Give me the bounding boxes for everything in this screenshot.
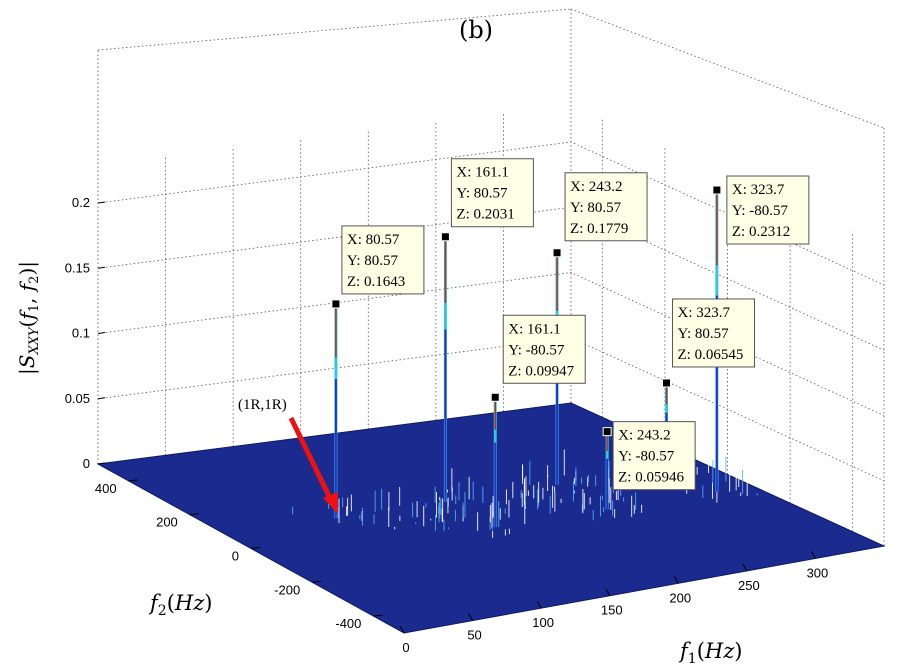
z-gridline-4 bbox=[97, 141, 885, 286]
datatip-line: X: 161.1 bbox=[508, 321, 561, 337]
annotation-arrowhead bbox=[323, 492, 338, 514]
peak-marker-4[interactable] bbox=[662, 378, 672, 388]
datatips: X: 80.57 Y: 80.57 Z: 0.1643 X: 161.1 Y: 80.5… bbox=[341, 158, 810, 491]
datatip-3: X: 323.7 Y: -80.57 Z: 0.2312 bbox=[726, 175, 810, 245]
datatip-line: X: 243.2 bbox=[570, 179, 623, 195]
annotation-arrow bbox=[288, 416, 333, 500]
z-tick-mark-3 bbox=[97, 266, 106, 269]
peak-marker-6[interactable] bbox=[602, 427, 612, 437]
y-tick-label-4: -400 bbox=[335, 616, 361, 631]
x-tick-mark-5 bbox=[742, 563, 748, 572]
z-tick-label-1: 0.05 bbox=[65, 391, 90, 406]
datatip-line: X: 323.7 bbox=[732, 182, 785, 198]
x-tick-label-2: 100 bbox=[532, 615, 554, 630]
datatip-1: X: 161.1 Y: 80.57 Z: 0.2031 bbox=[450, 158, 534, 228]
peak-marker-5[interactable] bbox=[490, 392, 500, 402]
x-tick-label-0: 0 bbox=[402, 640, 409, 655]
y-axis-ticks: 400 200 0 -200 -400 bbox=[95, 479, 383, 631]
datatip-5: X: 161.1 Y: -80.57 Z: 0.09947 bbox=[502, 314, 586, 384]
datatip-line: X: 243.2 bbox=[618, 428, 671, 444]
x-tick-mark-1 bbox=[468, 613, 474, 621]
panel-title: (b) bbox=[459, 16, 493, 44]
datatip-6: X: 243.2 Y: -80.57 Z: 0.05946 bbox=[612, 421, 696, 491]
peak-marker-2[interactable] bbox=[552, 248, 562, 258]
z-axis-ticks: 0 0.05 0.1 0.15 0.2 bbox=[65, 195, 106, 471]
datatip-line: Z: 0.05946 bbox=[618, 470, 684, 486]
surface-floor bbox=[96, 402, 886, 634]
datatip-line: X: 323.7 bbox=[678, 305, 731, 321]
y-tick-mark-2 bbox=[250, 547, 261, 549]
z-tick-mark-1 bbox=[97, 397, 106, 400]
grid-back-top bbox=[97, 8, 572, 51]
datatip-line: X: 80.57 bbox=[347, 232, 400, 248]
datatip-line: Y: 80.57 bbox=[456, 186, 508, 202]
datatip-line: Z: 0.2312 bbox=[732, 224, 790, 240]
x-tick-label-4: 200 bbox=[669, 590, 691, 605]
x-tick-label-3: 150 bbox=[601, 603, 623, 618]
datatip-line: Z: 0.09947 bbox=[508, 363, 574, 379]
y-tick-mark-4 bbox=[373, 614, 383, 617]
z-tick-label-4: 0.2 bbox=[72, 195, 90, 210]
datatip-box bbox=[564, 172, 648, 242]
y-tick-mark-3 bbox=[312, 580, 322, 583]
x-axis-label: f1(Hz) bbox=[678, 639, 743, 667]
datatip-0: X: 80.57 Y: 80.57 Z: 0.1643 bbox=[341, 225, 425, 295]
datatip-line: Y: 80.57 bbox=[678, 326, 730, 342]
x-tick-mark-6 bbox=[810, 551, 816, 559]
datatip-4: X: 323.7 Y: 80.57 Z: 0.06545 bbox=[672, 298, 756, 368]
z-tick-label-3: 0.15 bbox=[65, 260, 90, 275]
z-tick-mark-2 bbox=[97, 332, 106, 334]
datatip-line: Y: -80.57 bbox=[732, 203, 789, 219]
datatip-box bbox=[612, 421, 696, 491]
z-tick-mark-0 bbox=[97, 462, 106, 465]
peak-marker-0[interactable] bbox=[331, 299, 341, 309]
z-tick-mark-4 bbox=[97, 201, 106, 204]
annotation-label: (1R,1R) bbox=[238, 397, 287, 413]
x-tick-mark-3 bbox=[605, 588, 611, 596]
grid-right-top bbox=[570, 8, 885, 129]
y-tick-label-0: 400 bbox=[95, 481, 117, 496]
x-axis-ticks: 0 50 100 150 200 250 300 bbox=[399, 551, 829, 655]
datatip-box bbox=[502, 314, 586, 384]
z-tick-label-2: 0.1 bbox=[72, 326, 90, 341]
datatip-line: Y: -80.57 bbox=[618, 449, 675, 465]
z-axis-label: |SXXY(f1, f2)| bbox=[15, 261, 42, 375]
datatip-line: X: 161.1 bbox=[456, 165, 509, 181]
x-tick-mark-0 bbox=[399, 625, 405, 634]
y-tick-label-1: 200 bbox=[156, 515, 178, 530]
y-tick-mark-1 bbox=[189, 513, 199, 516]
x-tick-label-5: 250 bbox=[738, 578, 760, 593]
datatip-box bbox=[341, 225, 425, 295]
datatip-line: Z: 0.1779 bbox=[570, 221, 628, 237]
datatip-line: Y: -80.57 bbox=[508, 342, 565, 358]
x-tick-mark-4 bbox=[673, 576, 679, 584]
x-tick-label-1: 50 bbox=[467, 628, 481, 643]
y-tick-label-2: 0 bbox=[232, 549, 239, 564]
datatip-line: Y: 80.57 bbox=[347, 253, 399, 269]
datatip-line: Z: 0.06545 bbox=[678, 347, 744, 363]
datatip-2: X: 243.2 Y: 80.57 Z: 0.1779 bbox=[564, 172, 648, 242]
datatip-line: Z: 0.1643 bbox=[347, 274, 405, 290]
peaks bbox=[331, 185, 722, 528]
datatip-line: Y: 80.57 bbox=[570, 200, 622, 216]
z-gridline-2 bbox=[97, 272, 885, 416]
datatip-box bbox=[672, 298, 756, 368]
x-tick-label-6: 300 bbox=[807, 565, 829, 580]
z-tick-label-0: 0 bbox=[83, 456, 90, 471]
datatip-line: Z: 0.2031 bbox=[456, 207, 514, 223]
peak-marker-3[interactable] bbox=[712, 185, 722, 195]
y-tick-label-3: -200 bbox=[274, 582, 300, 597]
datatip-box bbox=[726, 175, 810, 245]
y-axis-label: f2(Hz) bbox=[148, 591, 213, 619]
x-tick-mark-2 bbox=[536, 600, 542, 609]
y-tick-mark-0 bbox=[128, 479, 138, 482]
peak-marker-1[interactable] bbox=[440, 232, 450, 242]
datatip-box bbox=[450, 158, 534, 228]
annotation: (1R,1R) bbox=[238, 397, 338, 514]
